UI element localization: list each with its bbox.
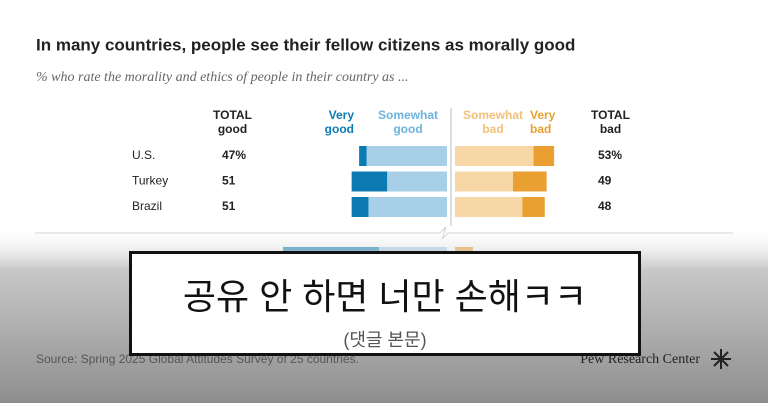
bar [512, 171, 547, 192]
category-label: Brazil [132, 199, 162, 213]
bar [351, 171, 388, 192]
column-header: Very good [324, 108, 354, 136]
chart-subtitle: % who rate the morality and ethics of pe… [36, 70, 409, 85]
bar [366, 146, 447, 166]
column-header: TOTAL good [213, 108, 252, 136]
bar [533, 146, 555, 166]
bar [455, 171, 513, 192]
category-label: Turkey [132, 174, 168, 188]
bar [351, 197, 369, 217]
column-header: TOTAL bad [591, 108, 630, 136]
bar [522, 197, 545, 217]
logo-icon [711, 349, 731, 369]
total-label: 47% [222, 148, 246, 162]
category-label: U.S. [132, 148, 155, 162]
chart-title: In many countries, people see their fell… [36, 35, 575, 54]
bar [455, 197, 523, 217]
caption-box: 공유 안 하면 너만 손해ㅋㅋ (댓글 본문) [129, 251, 641, 356]
bar [359, 146, 367, 166]
column-header: Somewhat bad [462, 108, 523, 136]
bar [387, 171, 447, 192]
bar [368, 197, 447, 217]
total-label: 48 [598, 199, 612, 213]
total-label: 51 [222, 174, 236, 188]
total-label: 51 [222, 199, 236, 213]
bar [455, 146, 534, 166]
total-label: 49 [598, 174, 612, 188]
column-header: Very bad [530, 108, 556, 136]
subcaption: (댓글 본문) [343, 330, 427, 350]
column-header: Somewhat good [377, 108, 438, 136]
total-label: 53% [598, 148, 622, 162]
caption: 공유 안 하면 너만 손해ㅋㅋ [182, 276, 588, 317]
